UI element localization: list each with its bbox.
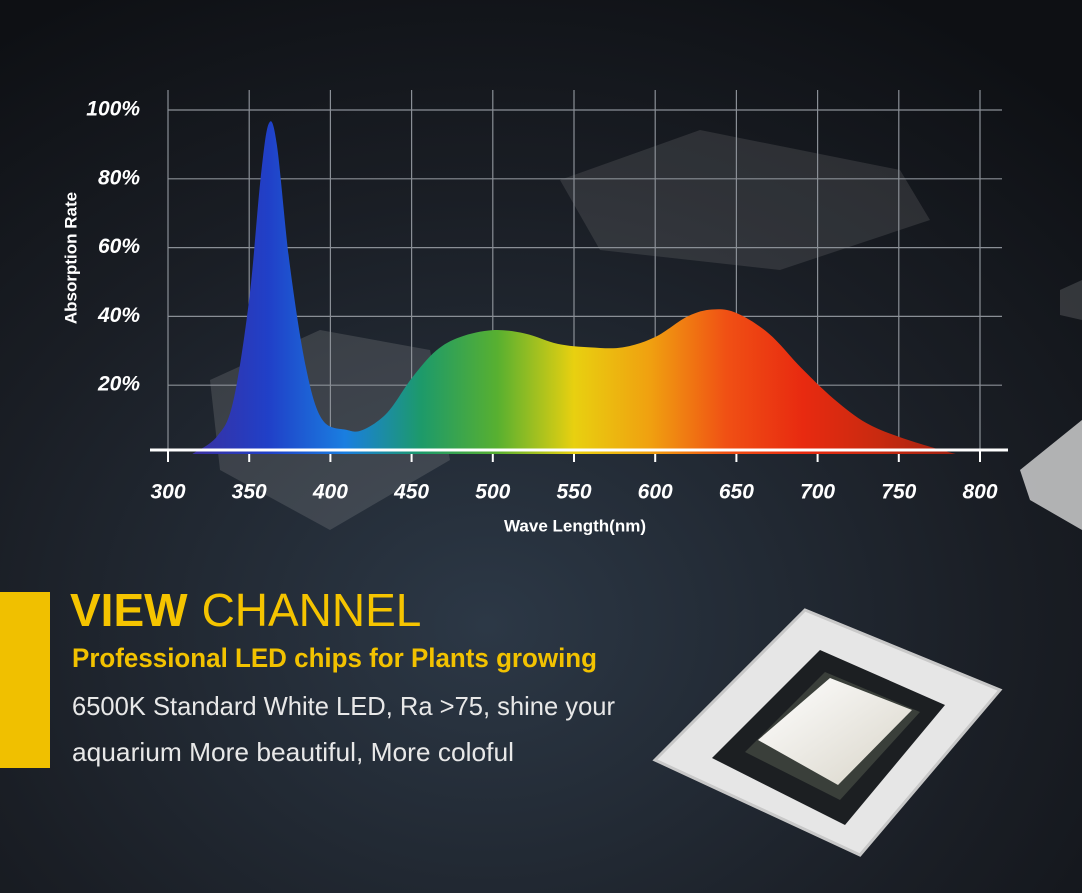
headline: Professional LED chips for Plants growin… <box>72 643 597 673</box>
x-axis-label: Wave Length(nm) <box>504 516 646 535</box>
x-tick-label: 300 <box>150 481 185 504</box>
x-tick-label: 800 <box>962 481 997 504</box>
body-line: 6500K Standard White LED, Ra >75, shine … <box>72 691 615 721</box>
x-tick-label: 650 <box>719 481 754 504</box>
decor-chip-edge <box>1020 420 1082 530</box>
y-tick-label: 100% <box>86 98 140 121</box>
y-tick-label: 80% <box>98 166 140 189</box>
area <box>192 121 956 454</box>
x-tick-label: 750 <box>881 481 916 504</box>
x-tick-label: 600 <box>638 481 673 504</box>
x-tick-label: 550 <box>556 481 591 504</box>
y-tick-label: 60% <box>98 235 140 258</box>
x-tick-label: 350 <box>232 481 267 504</box>
brand-bold: VIEW <box>70 584 188 636</box>
x-tick-label: 450 <box>393 481 429 504</box>
x-tick-label: 400 <box>312 481 348 504</box>
body-line: aquarium More beautiful, More coloful <box>72 737 514 767</box>
brand-light: CHANNEL <box>202 584 422 636</box>
y-axis-label: Absorption Rate <box>61 192 80 324</box>
y-tick-label: 20% <box>97 373 140 396</box>
x-tick-label: 700 <box>800 481 835 504</box>
y-tick-label: 40% <box>97 304 140 327</box>
x-tick-label: 500 <box>475 481 510 504</box>
accent-bar <box>0 592 50 768</box>
led-chip <box>652 608 1003 857</box>
